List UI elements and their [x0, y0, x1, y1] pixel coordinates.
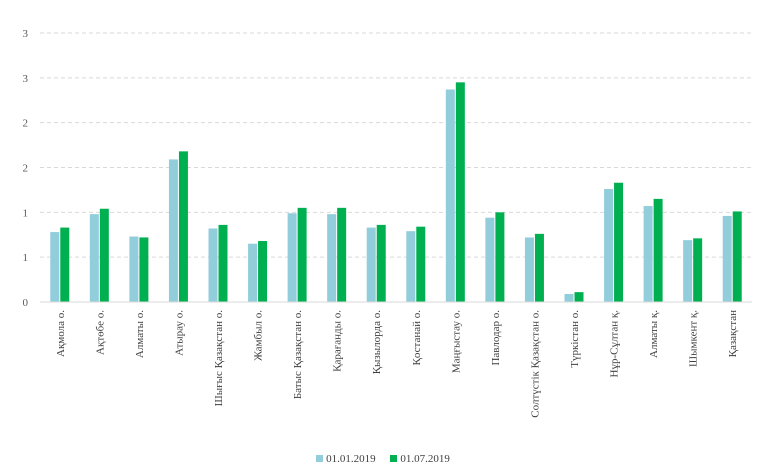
bar-series-1 [406, 231, 416, 302]
bar-series-1 [445, 89, 455, 303]
x-tick-label: Қостанай о. [411, 310, 423, 366]
x-tick-label: Солтүстік Қазақстан о. [529, 310, 541, 418]
bar-series-1 [327, 214, 337, 302]
y-tick-label: 3 [23, 73, 29, 85]
bar-series-1 [129, 236, 139, 302]
bars [50, 82, 742, 303]
bar-series-2 [139, 237, 149, 302]
bar-series-2 [218, 224, 228, 302]
x-axis-labels: Ақмола о. Ақтөбе о. Алматы о. Атырау о. Шығы… [55, 310, 739, 418]
bar-series-2 [60, 227, 70, 302]
bar-series-1 [208, 228, 218, 302]
bar-series-1 [248, 243, 258, 302]
bar-series-1 [485, 217, 495, 302]
bar-series-2 [376, 224, 386, 302]
bar-series-2 [732, 211, 742, 302]
bar-series-1 [50, 232, 60, 302]
y-tick-label: 3 [23, 28, 29, 40]
x-tick-label: Алматы о. [134, 310, 146, 358]
legend: 01.01.2019 01.07.2019 [0, 453, 766, 465]
legend-label-series-1: 01.01.2019 [326, 453, 376, 465]
x-tick-label: Жамбыл о. [253, 310, 265, 361]
x-tick-label: Атырау о. [173, 310, 185, 356]
bar-series-2 [99, 208, 109, 302]
legend-label-series-2: 01.07.2019 [400, 453, 450, 465]
x-tick-label: Қызылорда о. [371, 310, 383, 375]
x-tick-label: Қарағанды о. [332, 310, 344, 372]
bar-series-1 [168, 159, 178, 302]
bar-series-2 [693, 238, 703, 302]
bar-series-1 [643, 206, 653, 302]
bar-series-1 [366, 227, 376, 302]
bar-series-2 [614, 182, 624, 302]
bar-series-2 [297, 207, 307, 302]
bar-series-2 [455, 82, 465, 302]
x-tick-label: Түркістан о. [569, 310, 581, 368]
y-axis-ticks: 0 1 1 2 2 3 3 [23, 28, 29, 309]
bar-series-2 [495, 212, 505, 302]
x-tick-label: Ақтөбе о. [94, 310, 106, 355]
bar-series-2 [416, 226, 426, 302]
legend-swatch-series-2 [390, 455, 398, 462]
y-tick-label: 2 [23, 163, 29, 175]
bar-series-1 [287, 213, 297, 302]
y-tick-label: 1 [23, 207, 29, 219]
y-tick-label: 2 [23, 118, 29, 130]
bar-series-1 [89, 214, 99, 302]
legend-item-series-2: 01.07.2019 [390, 453, 450, 465]
x-tick-label: Шығыс Қазақстан о. [213, 310, 225, 407]
x-tick-label: Алматы қ. [648, 310, 660, 358]
x-tick-label: Нұр-Сұлтан қ. [609, 310, 621, 378]
y-tick-label: 1 [23, 252, 29, 264]
x-tick-label: Ақмола о. [55, 310, 67, 357]
x-tick-label: Маңғыстау о. [450, 310, 462, 373]
legend-item-series-1: 01.01.2019 [316, 453, 376, 465]
bar-series-1 [524, 237, 534, 302]
bar-series-1 [564, 293, 574, 302]
x-tick-label: Қазақстан [727, 310, 739, 357]
bar-series-2 [653, 198, 663, 302]
x-tick-label: Батыс Қазақстан о. [292, 310, 304, 399]
bar-series-1 [722, 215, 732, 302]
bar-series-2 [178, 151, 188, 302]
bar-series-2 [337, 207, 347, 302]
x-tick-label: Павлодар о. [490, 310, 502, 366]
bar-series-2 [258, 241, 268, 302]
bar-series-1 [604, 189, 614, 302]
y-tick-label: 0 [23, 297, 29, 309]
bar-series-2 [574, 292, 584, 302]
legend-swatch-series-1 [316, 455, 324, 462]
bar-series-1 [683, 240, 693, 302]
bar-series-2 [534, 233, 544, 302]
x-tick-label: Шымкент қ. [688, 310, 700, 367]
